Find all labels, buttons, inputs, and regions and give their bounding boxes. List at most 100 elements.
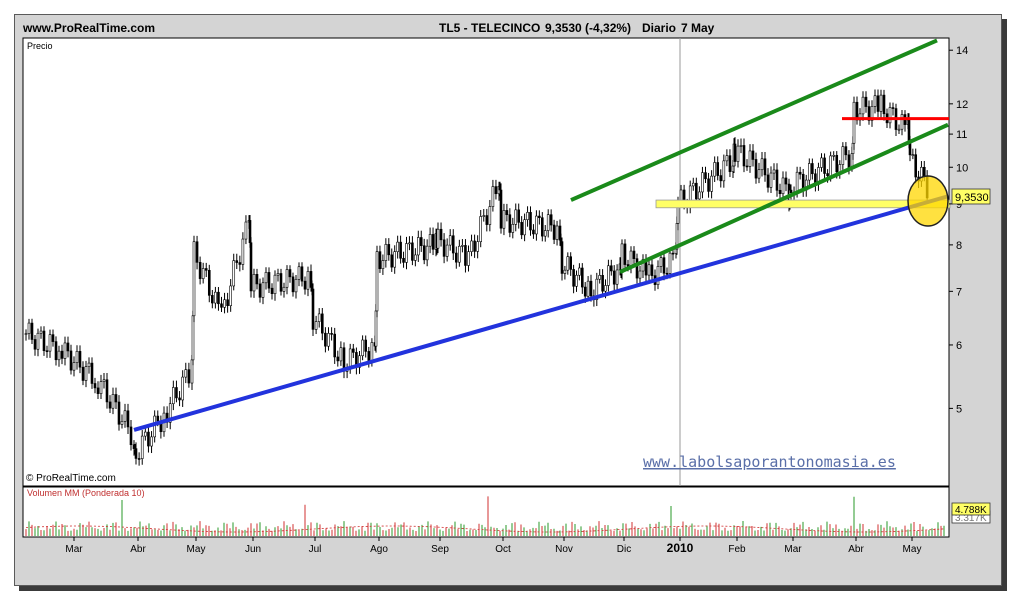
candle-body <box>390 254 394 268</box>
volume-panel <box>22 486 950 538</box>
time-tick-label: Abr <box>848 544 864 555</box>
candle-body <box>168 403 172 423</box>
candle-body <box>402 257 405 263</box>
candle-body <box>861 96 865 115</box>
time-tick-label: Mar <box>784 544 802 555</box>
highlight-circle <box>907 175 949 227</box>
candle-body <box>267 272 271 289</box>
candle-body <box>288 269 292 278</box>
candle-body <box>826 173 829 177</box>
candle-body <box>249 242 253 292</box>
candle-body <box>589 280 593 297</box>
candle-body <box>33 339 37 350</box>
candle-body <box>772 169 776 174</box>
panel-label: Precio <box>27 41 53 51</box>
candle-body <box>317 313 321 322</box>
candle-body <box>235 260 239 263</box>
candle-body <box>105 379 109 403</box>
candle-body <box>140 435 144 459</box>
time-tick-label: Jun <box>245 544 261 555</box>
candle-body <box>252 274 256 292</box>
candle-body <box>546 214 550 231</box>
candle-body <box>549 214 553 226</box>
candle-body <box>364 339 368 352</box>
candle-body <box>408 242 411 245</box>
candle-body <box>431 234 435 250</box>
candle-body <box>739 145 743 147</box>
price-tick-label: 12 <box>956 99 968 111</box>
candle-body <box>39 330 43 334</box>
candle-body <box>51 334 55 342</box>
candle-body <box>416 237 420 256</box>
candle-body <box>914 154 918 178</box>
candle-body <box>24 333 28 335</box>
candle-body <box>607 265 610 286</box>
candle-body <box>60 350 64 359</box>
candle-body <box>569 256 573 270</box>
candle-body <box>63 342 67 359</box>
candle-body <box>381 260 385 269</box>
candle-body <box>96 387 100 394</box>
candle-body <box>543 230 547 237</box>
candle-body <box>461 245 464 247</box>
price-change: 9,3530 (-4,32%) <box>545 21 632 35</box>
candle-body <box>439 228 443 241</box>
time-tick-label: Abr <box>130 544 146 555</box>
candle-body <box>351 348 355 353</box>
candle-body <box>595 278 599 300</box>
price-tick-label: 14 <box>956 45 968 57</box>
candle-body <box>766 174 770 188</box>
candle-body <box>829 155 832 177</box>
candle-body <box>81 366 85 381</box>
candle-body <box>601 275 604 292</box>
candle-body <box>191 315 195 361</box>
candle-body <box>45 350 49 352</box>
candle-body <box>502 210 506 229</box>
candle-body <box>499 189 503 229</box>
candle-body <box>36 332 40 350</box>
candle-body <box>123 410 127 422</box>
candle-body <box>798 171 802 175</box>
candle-body <box>620 243 624 273</box>
candle-body <box>517 209 521 223</box>
candle-body <box>698 191 701 200</box>
candle-body <box>662 257 666 274</box>
candle-body <box>387 244 391 256</box>
candle-body <box>93 383 97 389</box>
candle-body <box>192 241 196 317</box>
candle-body <box>604 285 607 292</box>
time-tick-label: Feb <box>728 544 746 555</box>
candle-body <box>90 362 94 384</box>
candle-body <box>841 146 845 165</box>
candle-body <box>538 215 541 219</box>
candle-body <box>361 339 364 357</box>
time-tick-label: May <box>903 544 922 555</box>
candle-body <box>763 158 767 176</box>
candle-body <box>563 269 567 274</box>
candle-body <box>99 381 103 394</box>
candle-body <box>710 175 713 192</box>
candle-body <box>811 163 814 175</box>
candle-body <box>835 155 839 173</box>
candle-body <box>757 169 761 179</box>
candle-body <box>291 276 295 293</box>
candle-body <box>42 330 46 351</box>
time-tick-label: Ago <box>370 544 388 555</box>
candle-body <box>479 216 483 242</box>
candle-body <box>229 285 232 306</box>
candle-body <box>425 245 429 261</box>
candle-body <box>523 219 526 236</box>
candle-body <box>384 244 388 261</box>
candle-body <box>695 182 698 200</box>
time-tick-label: Sep <box>431 544 449 555</box>
candle-body <box>638 270 642 279</box>
candle-body <box>464 245 467 266</box>
candle-body <box>367 351 371 361</box>
support-trendline <box>133 194 949 432</box>
candle-body <box>572 269 575 287</box>
candle-body <box>713 162 716 177</box>
candle-body <box>742 145 746 167</box>
candle-body <box>111 394 115 409</box>
candle-body <box>520 222 523 236</box>
candle-body <box>333 333 337 358</box>
